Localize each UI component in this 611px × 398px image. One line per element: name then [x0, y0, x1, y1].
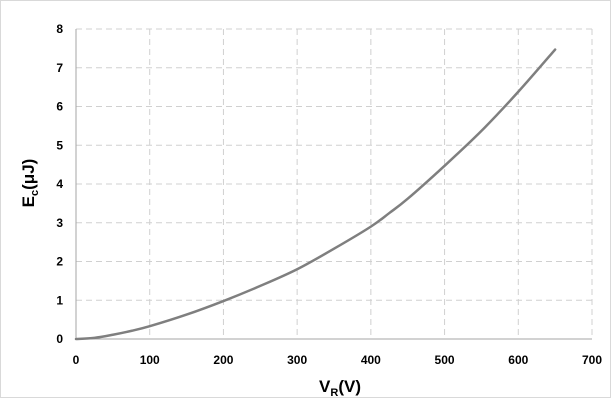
x-axis-title-main: V [319, 377, 331, 396]
series [74, 48, 557, 341]
axes [75, 29, 592, 340]
x-tick-label: 300 [287, 353, 307, 367]
y-tick-label: 7 [56, 61, 63, 75]
x-tick-label: 600 [508, 353, 528, 367]
y-tick-label: 4 [56, 177, 63, 191]
x-tick-label: 0 [73, 353, 80, 367]
x-tick-label: 200 [213, 353, 233, 367]
y-tick-labels: 0 1 2 3 4 5 6 7 8 [56, 22, 63, 346]
y-axis-title-subscript: c [29, 190, 41, 196]
x-tick-label: 700 [582, 353, 602, 367]
y-axis-title-main: E [19, 196, 38, 207]
x-axis-title: VR(V) [319, 377, 361, 398]
y-tick-label: 6 [56, 100, 63, 114]
y-tick-label: 8 [56, 22, 63, 36]
x-tick-labels: 0 100 200 300 400 500 600 700 [73, 353, 603, 367]
x-tick-label: 100 [140, 353, 160, 367]
x-tick-label: 400 [361, 353, 381, 367]
y-tick-label: 3 [56, 216, 63, 230]
y-tick-label: 0 [56, 332, 63, 346]
x-axis-title-suffix: (V) [338, 377, 361, 396]
y-tick-label: 5 [56, 138, 63, 152]
x-tick-label: 500 [435, 353, 455, 367]
y-axis-title-suffix: (μJ) [19, 159, 38, 190]
x-axis-title-subscript: R [330, 387, 338, 398]
series-line [74, 48, 557, 341]
y-axis-title: Ec(μJ) [19, 159, 41, 208]
y-tick-label: 1 [56, 293, 63, 307]
y-tick-label: 2 [56, 255, 63, 269]
